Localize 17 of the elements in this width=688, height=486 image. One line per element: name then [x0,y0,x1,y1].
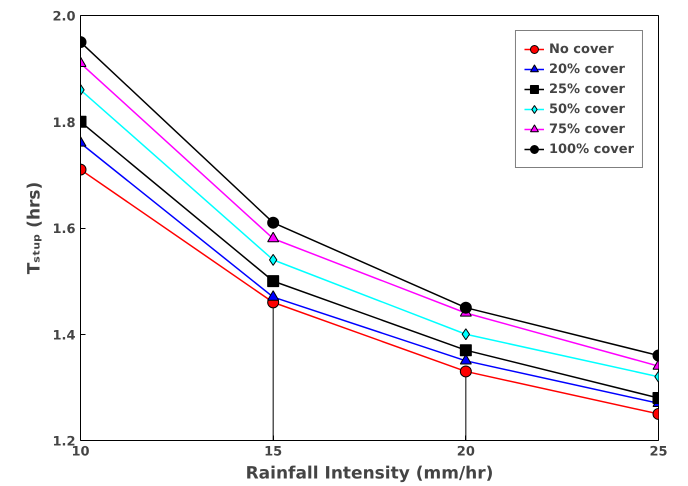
y-tick-label: 2.0 [52,10,76,24]
legend-label: 20% cover [548,62,625,76]
x-tick-label: 20 [456,444,475,460]
y-tick-label: 1.4 [52,328,76,344]
legend-label: 75% cover [548,122,625,136]
legend-label: No cover [548,42,614,56]
y-tick-label: 1.8 [52,116,76,131]
x-axis-title: Rainfall Intensity (mm/hr) [246,464,494,484]
x-tick-label: 25 [649,444,668,460]
x-tick-label: 15 [264,444,282,460]
y-axis-title: Tₛₜᵤₚ (hrs) [24,182,44,274]
point [267,232,280,242]
x-tick-label: 10 [71,444,90,460]
legend-label: 50% cover [548,102,625,116]
legend-label: 100% cover [548,142,634,156]
y-tick-label: 1.6 [52,222,76,237]
legend-label: 25% cover [548,82,625,96]
